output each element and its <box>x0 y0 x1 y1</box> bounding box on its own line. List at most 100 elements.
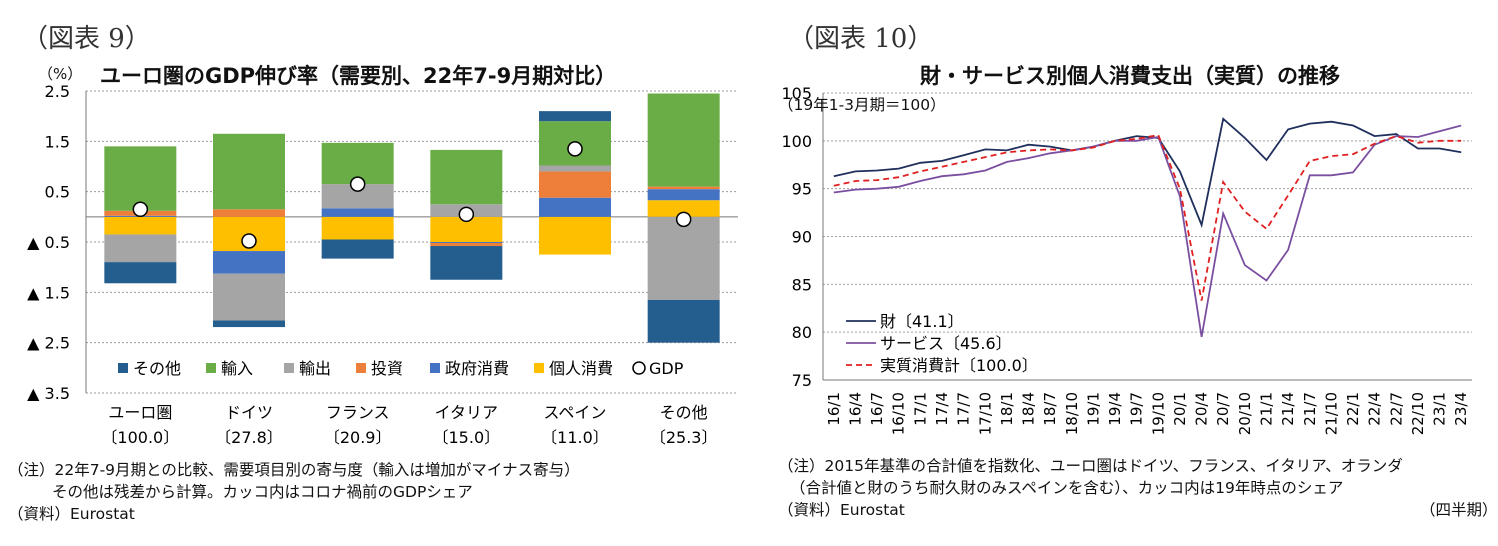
x-tick-label: 16/1 <box>825 392 843 426</box>
bar-segment <box>647 299 720 343</box>
bar-segment <box>104 262 177 284</box>
gdp-marker <box>567 141 583 157</box>
y-tick-label: ▲ 3.5 <box>27 384 70 403</box>
right-note-1: （注）2015年基準の合計値を指数化、ユーロ圏はドイツ、フランス、イタリア、オラ… <box>778 457 1403 475</box>
legend-label: 政府消費 <box>445 359 509 378</box>
series-line <box>833 117 1462 229</box>
y-tick-label: 1.5 <box>45 132 70 151</box>
bar-segment <box>647 216 720 300</box>
category-label: イタリア <box>435 403 498 422</box>
x-tick-label: 22/1 <box>1344 392 1362 426</box>
y-tick-label: ▲ 2.5 <box>27 334 70 353</box>
gdp-marker <box>675 211 692 228</box>
legend-gdp-marker <box>632 361 646 375</box>
y-tick-label: 80 <box>792 323 812 342</box>
gdp-marker <box>132 201 149 218</box>
left-figure: （図表 9） （%） ユーロ圏のGDP伸び率（需要別、22年7-9月期対比） 2… <box>8 24 738 523</box>
y-tick-label: 75 <box>792 371 812 390</box>
stacked-bar-chart: 2.5 1.5 0.5 ▲ 0.5 ▲ 1.5 ▲ 2.5 ▲ 3.5 ユーロ圏〔100.0〕… <box>27 82 738 447</box>
bar-segment <box>539 111 611 122</box>
bar-segment <box>321 216 394 240</box>
bar-segment <box>647 200 720 217</box>
legend-label: サービス〔45.6〕 <box>880 334 1012 353</box>
y-tick-label: 0.5 <box>45 183 70 202</box>
series-line <box>833 134 1462 301</box>
bar-segment <box>213 273 285 321</box>
category-label: その他 <box>660 403 708 422</box>
left-note-2: その他は残差から計算。カッコ内はコロナ禍前のGDPシェア <box>52 483 473 501</box>
left-chart-title: ユーロ圏のGDP伸び率（需要別、22年7-9月期対比） <box>100 64 617 88</box>
legend-swatch <box>118 363 128 373</box>
bar-segment <box>213 209 285 217</box>
x-tick-label: 17/7 <box>955 392 973 426</box>
x-tick-label: 18/4 <box>1020 392 1038 426</box>
bar-segment <box>321 208 394 217</box>
bar-segment <box>539 171 611 198</box>
category-share-label: 〔11.0〕 <box>541 428 609 447</box>
x-tick-label: 23/4 <box>1452 392 1470 426</box>
legend-label: 輸出 <box>299 359 331 378</box>
category-share-label: 〔20.9〕 <box>324 428 392 447</box>
x-tick-label: 21/10 <box>1322 392 1340 435</box>
legend-swatch <box>430 363 440 373</box>
left-note-1: （注）22年7-9月期との比較、需要項目別の寄与度（輸入は増加がマイナス寄与） <box>8 461 580 479</box>
left-unit-label: （%） <box>38 65 83 83</box>
x-tick-label: 22/4 <box>1366 392 1384 426</box>
legend-label: その他 <box>133 359 181 378</box>
right-source: （資料）Eurostat <box>778 501 905 519</box>
x-tick-label: 16/10 <box>890 392 908 435</box>
y-tick-label: 90 <box>792 228 812 247</box>
x-tick-label: 17/10 <box>976 392 994 435</box>
bar-segment <box>539 216 611 255</box>
legend-label: 実質消費計〔100.0〕 <box>880 356 1038 375</box>
gdp-marker <box>241 233 257 249</box>
legend-swatch <box>534 363 544 373</box>
category-share-label: 〔100.0〕 <box>101 428 179 447</box>
y-tick-label: ▲ 1.5 <box>27 283 70 302</box>
x-tick-label: 17/4 <box>933 392 951 426</box>
x-tick-label: 20/7 <box>1214 392 1232 426</box>
left-source: （資料）Eurostat <box>8 505 135 523</box>
bar-segment <box>647 93 720 187</box>
legend-label: 輸入 <box>221 359 253 378</box>
y-tick-label: 2.5 <box>45 82 70 101</box>
bar-segment <box>213 320 285 328</box>
y-tick-label: 85 <box>792 275 812 294</box>
right-chart-title: 財・サービス別個人消費支出（実質）の推移 <box>920 64 1340 88</box>
x-tick-label: 17/1 <box>911 392 929 426</box>
bar-segment <box>430 149 503 205</box>
bar-segment <box>430 246 503 280</box>
bar-segment <box>539 165 611 172</box>
bar-segment <box>321 239 394 259</box>
bar-segment <box>104 216 177 235</box>
figure-10-label: （図表 10） <box>788 24 934 54</box>
right-note-2: （合計値と財のうち耐久財のみスペインを含む）、カッコ内は19年時点のシェア <box>790 479 1344 497</box>
x-tick-label: 21/7 <box>1301 392 1319 426</box>
x-tick-label: 16/4 <box>846 392 864 426</box>
category-share-label: 〔15.0〕 <box>433 428 501 447</box>
x-tick-label: 20/10 <box>1236 392 1254 435</box>
y-tick-label: 95 <box>792 180 812 199</box>
bar-segment <box>647 186 720 190</box>
bar-segment <box>430 242 503 244</box>
legend-label: GDP <box>649 359 684 378</box>
bar-segment <box>104 234 177 263</box>
x-tick-label: 18/1 <box>998 392 1016 426</box>
bar-segment <box>647 189 720 201</box>
base-period-note: （19年1-3月期＝100） <box>778 96 946 114</box>
category-label: スペイン <box>544 403 607 422</box>
legend-label: 財〔41.1〕 <box>880 312 964 331</box>
x-tick-label: 22/10 <box>1409 392 1427 435</box>
figure-9-label: （図表 9） <box>22 24 151 54</box>
x-tick-label: 16/7 <box>868 392 886 426</box>
category-share-label: 〔25.3〕 <box>650 428 718 447</box>
x-tick-label: 20/4 <box>1193 392 1211 426</box>
bar-segment <box>213 251 285 274</box>
category-label: フランス <box>326 403 390 422</box>
x-tick-label: 19/1 <box>1084 392 1102 426</box>
gdp-marker <box>349 176 366 192</box>
gdp-marker <box>458 206 475 223</box>
bar-segment <box>539 197 611 217</box>
legend-swatch <box>356 363 366 373</box>
